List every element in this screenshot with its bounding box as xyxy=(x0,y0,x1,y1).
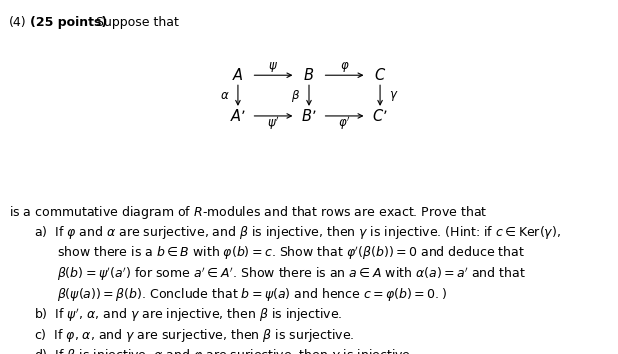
Text: $\alpha$: $\alpha$ xyxy=(219,89,229,102)
Text: $A$: $A$ xyxy=(232,67,244,83)
Text: (25 points): (25 points) xyxy=(30,16,107,29)
Text: $\psi$: $\psi$ xyxy=(268,61,279,74)
Text: $\beta(\psi(a)) = \beta(b)$. Conclude that $b = \psi(a)$ and hence $c = \varphi(: $\beta(\psi(a)) = \beta(b)$. Conclude th… xyxy=(57,286,447,303)
Text: $\psi'$: $\psi'$ xyxy=(267,115,280,132)
Text: is a commutative diagram of $R$-modules and that rows are exact. Prove that: is a commutative diagram of $R$-modules … xyxy=(9,204,488,221)
Text: (4): (4) xyxy=(9,16,27,29)
Text: $\beta(b) = \psi'(a')$ for some $a' \in A'$. Show there is an $a \in A$ with $\a: $\beta(b) = \psi'(a')$ for some $a' \in … xyxy=(57,265,526,282)
Text: $C’$: $C’$ xyxy=(372,108,388,124)
Text: $\varphi$: $\varphi$ xyxy=(340,61,349,74)
Text: d)  If $\beta$ is injective, $\alpha$ and $\varphi$ are surjective, then $\gamma: d) If $\beta$ is injective, $\alpha$ and… xyxy=(34,347,414,354)
Text: $\beta$: $\beta$ xyxy=(291,87,300,104)
Text: $\gamma$: $\gamma$ xyxy=(389,88,399,103)
Text: b)  If $\psi'$, $\alpha$, and $\gamma$ are injective, then $\beta$ is injective.: b) If $\psi'$, $\alpha$, and $\gamma$ ar… xyxy=(34,306,342,324)
Text: c)  If $\varphi$, $\alpha$, and $\gamma$ are surjective, then $\beta$ is surject: c) If $\varphi$, $\alpha$, and $\gamma$ … xyxy=(34,327,355,344)
Text: $B$: $B$ xyxy=(303,67,315,83)
Text: Suppose that: Suppose that xyxy=(96,16,179,29)
Text: $C$: $C$ xyxy=(374,67,386,83)
Text: $A’$: $A’$ xyxy=(230,108,246,124)
Text: a)  If $\varphi$ and $\alpha$ are surjective, and $\beta$ is injective, then $\g: a) If $\varphi$ and $\alpha$ are surject… xyxy=(34,224,561,241)
Text: $B’$: $B’$ xyxy=(302,108,316,124)
Text: show there is a $b \in B$ with $\varphi(b) = c$. Show that $\varphi'(\beta(b)) =: show there is a $b \in B$ with $\varphi(… xyxy=(57,245,525,262)
Text: $\varphi'$: $\varphi'$ xyxy=(338,115,351,132)
